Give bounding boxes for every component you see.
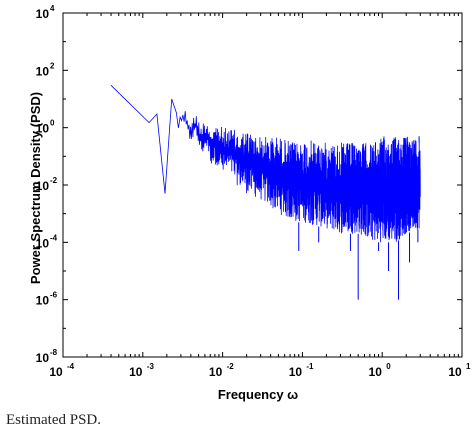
x-tick-label: 10 -4 <box>49 362 74 379</box>
psd-series-line <box>110 85 421 243</box>
y-tick-label: 10 -2 <box>36 176 58 193</box>
svg-text:10: 10 <box>49 365 63 379</box>
svg-text:4: 4 <box>50 4 55 13</box>
svg-text:10: 10 <box>369 365 383 379</box>
svg-text:-3: -3 <box>147 362 155 371</box>
svg-text:10: 10 <box>36 64 50 78</box>
psd-chart: 10 -4 10 -3 10 -2 10 -1 10 0 10 110 -810 -610 -410 -210… <box>28 4 471 402</box>
x-tick-label: 10 0 <box>369 362 392 379</box>
svg-text:10: 10 <box>209 365 223 379</box>
svg-text:1: 1 <box>466 362 471 371</box>
svg-text:-4: -4 <box>67 362 75 371</box>
x-tick-label: 10 -3 <box>129 362 154 379</box>
svg-text:-8: -8 <box>50 348 58 357</box>
y-tick-label: 10 -8 <box>36 348 58 365</box>
y-tick-label: 10 2 <box>36 61 55 78</box>
svg-text:2: 2 <box>50 61 55 70</box>
y-tick-label: 10 -6 <box>36 291 58 308</box>
axis-ticks: 10 -4 10 -3 10 -2 10 -1 10 0 10 110 -810 -610 -410 -210… <box>36 4 471 379</box>
svg-text:10: 10 <box>448 365 462 379</box>
svg-text:0: 0 <box>386 362 391 371</box>
svg-text:10: 10 <box>129 365 143 379</box>
svg-text:10: 10 <box>36 351 50 365</box>
figure-caption: Estimated PSD. <box>6 412 102 428</box>
svg-text:10: 10 <box>289 365 303 379</box>
svg-text:10: 10 <box>36 179 50 193</box>
svg-text:10: 10 <box>36 294 50 308</box>
svg-text:10: 10 <box>36 236 50 250</box>
svg-text:0: 0 <box>50 119 55 128</box>
y-axis-label: Power Spectrum Density (PSD) <box>28 92 43 284</box>
svg-text:-1: -1 <box>306 362 314 371</box>
svg-text:-2: -2 <box>50 176 58 185</box>
x-tick-label: 10 1 <box>448 362 471 379</box>
y-tick-label: 10 -4 <box>36 233 58 250</box>
x-tick-label: 10 -1 <box>289 362 314 379</box>
y-tick-label: 10 0 <box>36 119 55 136</box>
svg-text:-6: -6 <box>50 291 58 300</box>
x-axis-label: Frequency ω <box>218 387 298 402</box>
svg-text:-2: -2 <box>227 362 235 371</box>
svg-text:10: 10 <box>36 122 50 136</box>
y-tick-label: 10 4 <box>36 4 55 21</box>
plot-area <box>62 12 463 358</box>
svg-text:-4: -4 <box>50 233 58 242</box>
x-tick-label: 10 -2 <box>209 362 234 379</box>
svg-text:10: 10 <box>36 7 50 21</box>
